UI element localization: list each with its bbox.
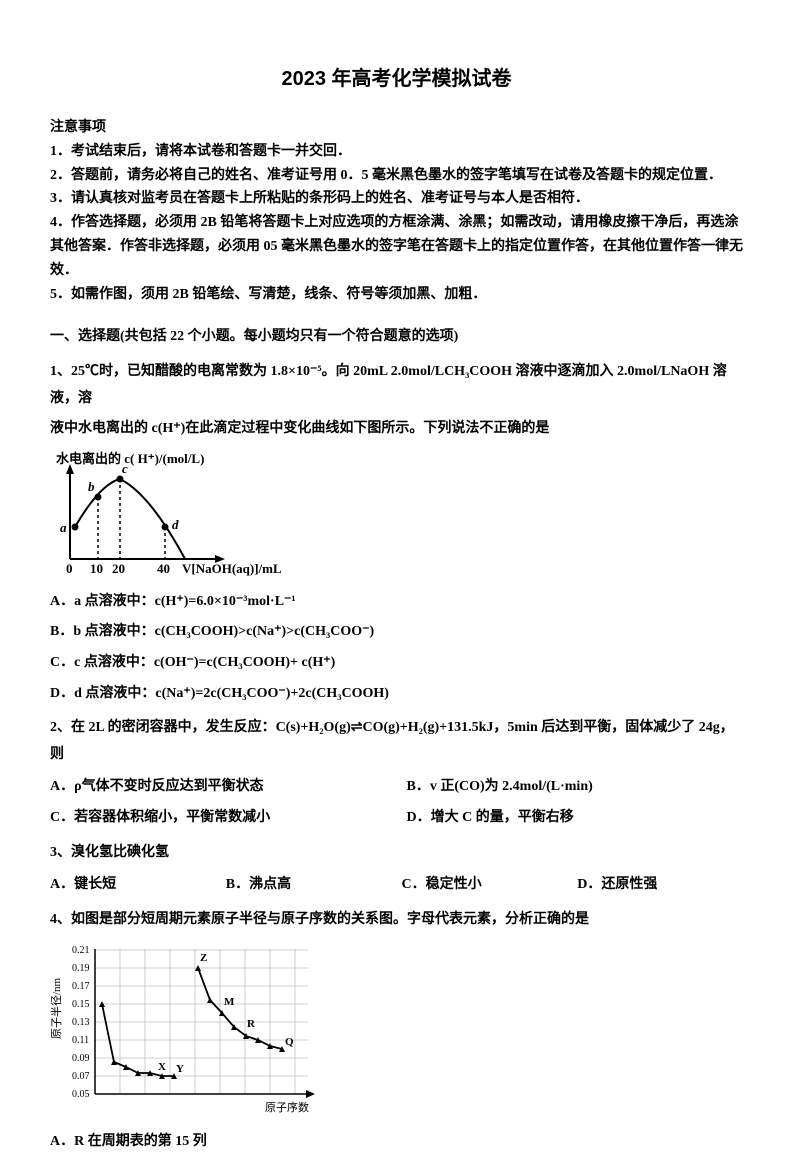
q1-stem-line2: 液中水电离出的 c(H⁺)在此滴定过程中变化曲线如下图所示。下列说法不正确的是 bbox=[50, 416, 743, 443]
question-4: 4、如图是部分短周期元素原子半径与原子序数的关系图。字母代表元素，分析正确的是 bbox=[50, 907, 743, 934]
q1-graph: 水电离出的 c( H⁺)/(mol/L) a b c d 0 10 20 40 … bbox=[50, 449, 290, 579]
svg-text:20: 20 bbox=[112, 561, 125, 576]
svg-text:0.05: 0.05 bbox=[72, 1089, 90, 1100]
q1-xlabel: V[NaOH(aq)]/mL bbox=[182, 561, 282, 576]
svg-text:Q: Q bbox=[285, 1036, 294, 1048]
page-title: 2023 年高考化学模拟试卷 bbox=[50, 60, 743, 98]
svg-text:M: M bbox=[224, 996, 235, 1008]
instructions-block: 注意事项 1．考试结束后，请将本试卷和答题卡一并交回． 2．答题前，请务必将自己… bbox=[50, 116, 743, 306]
q4-options: A．R 在周期表的第 15 列 bbox=[50, 1129, 743, 1156]
q4-option-a: A．R 在周期表的第 15 列 bbox=[50, 1129, 743, 1156]
q4-stem: 4、如图是部分短周期元素原子半径与原子序数的关系图。字母代表元素，分析正确的是 bbox=[50, 907, 743, 934]
q4-graph: 0.05 0.07 0.09 0.11 0.13 0.15 0.17 0.19 … bbox=[50, 939, 330, 1119]
q2-option-d: D．增大 C 的量，平衡右移 bbox=[407, 805, 744, 832]
q3-option-d: D．还原性强 bbox=[577, 872, 743, 899]
instructions-heading: 注意事项 bbox=[50, 116, 743, 140]
instruction-item: 1．考试结束后，请将本试卷和答题卡一并交回． bbox=[50, 140, 743, 164]
svg-text:0.17: 0.17 bbox=[72, 981, 90, 992]
q4-ylabel: 原子半径/nm bbox=[50, 978, 63, 1040]
q1-options: A．a 点溶液中：c(H⁺)=6.0×10⁻³mol·L⁻¹ B．b 点溶液中：… bbox=[50, 589, 743, 707]
instruction-item: 5．如需作图，须用 2B 铅笔绘、写清楚，线条、符号等须加黑、加粗． bbox=[50, 283, 743, 307]
svg-text:c: c bbox=[122, 461, 128, 476]
part-one-heading: 一、选择题(共包括 22 个小题。每小题均只有一个符合题意的选项) bbox=[50, 324, 743, 351]
svg-text:d: d bbox=[172, 517, 179, 532]
q3-options: A．键长短 B．沸点高 C．稳定性小 D．还原性强 bbox=[50, 872, 743, 899]
q1-stem-line1: 1、25℃时，已知醋酸的电离常数为 1.8×10⁻⁵。向 20mL 2.0mol… bbox=[50, 359, 743, 412]
question-1: 1、25℃时，已知醋酸的电离常数为 1.8×10⁻⁵。向 20mL 2.0mol… bbox=[50, 359, 743, 443]
svg-text:0.21: 0.21 bbox=[72, 945, 90, 956]
instruction-item: 3．请认真核对监考员在答题卡上所粘贴的条形码上的姓名、准考证号与本人是否相符． bbox=[50, 187, 743, 211]
q1-option-d: D．d 点溶液中：c(Na⁺)=2c(CH₃COO⁻)+2c(CH₃COOH) bbox=[50, 681, 743, 708]
question-3: 3、溴化氢比碘化氢 bbox=[50, 840, 743, 867]
svg-text:10: 10 bbox=[90, 561, 103, 576]
q1-option-a: A．a 点溶液中：c(H⁺)=6.0×10⁻³mol·L⁻¹ bbox=[50, 589, 743, 616]
svg-text:Y: Y bbox=[176, 1063, 184, 1075]
q3-option-c: C．稳定性小 bbox=[402, 872, 568, 899]
question-2: 2、在 2L 的密闭容器中，发生反应：C(s)+H₂O(g)⇌CO(g)+H₂(… bbox=[50, 715, 743, 768]
instruction-item: 4．作答选择题，必须用 2B 铅笔将答题卡上对应选项的方框涂满、涂黑；如需改动，… bbox=[50, 211, 743, 282]
svg-text:40: 40 bbox=[157, 561, 170, 576]
svg-text:b: b bbox=[88, 479, 95, 494]
q4-xlabel: 原子序数 bbox=[265, 1100, 309, 1114]
q3-option-a: A．键长短 bbox=[50, 872, 216, 899]
q3-stem: 3、溴化氢比碘化氢 bbox=[50, 840, 743, 867]
svg-text:R: R bbox=[247, 1018, 256, 1030]
svg-text:X: X bbox=[158, 1061, 166, 1073]
q1-option-c: C．c 点溶液中：c(OH⁻)=c(CH₃COOH)+ c(H⁺) bbox=[50, 650, 743, 677]
svg-text:0.15: 0.15 bbox=[72, 999, 90, 1010]
q2-option-b: B．v 正(CO)为 2.4mol/(L·min) bbox=[407, 774, 744, 801]
q2-options: A．ρ气体不变时反应达到平衡状态 B．v 正(CO)为 2.4mol/(L·mi… bbox=[50, 774, 743, 831]
q3-option-b: B．沸点高 bbox=[226, 872, 392, 899]
q2-stem: 2、在 2L 的密闭容器中，发生反应：C(s)+H₂O(g)⇌CO(g)+H₂(… bbox=[50, 715, 743, 768]
svg-text:0.13: 0.13 bbox=[72, 1017, 90, 1028]
svg-text:a: a bbox=[60, 520, 67, 535]
instruction-item: 2．答题前，请务必将自己的姓名、准考证号用 0．5 毫米黑色墨水的签字笔填写在试… bbox=[50, 164, 743, 188]
q2-option-a: A．ρ气体不变时反应达到平衡状态 bbox=[50, 774, 387, 801]
svg-text:0: 0 bbox=[66, 561, 73, 576]
q2-option-c: C．若容器体积缩小，平衡常数减小 bbox=[50, 805, 387, 832]
svg-text:0.11: 0.11 bbox=[72, 1035, 89, 1046]
svg-text:0.19: 0.19 bbox=[72, 963, 90, 974]
q1-ylabel: 水电离出的 c( H⁺)/(mol/L) bbox=[56, 451, 204, 466]
svg-text:0.07: 0.07 bbox=[72, 1071, 90, 1082]
svg-text:Z: Z bbox=[200, 952, 207, 964]
q1-option-b: B．b 点溶液中：c(CH₃COOH)>c(Na⁺)>c(CH₃COO⁻) bbox=[50, 619, 743, 646]
svg-text:0.09: 0.09 bbox=[72, 1053, 90, 1064]
